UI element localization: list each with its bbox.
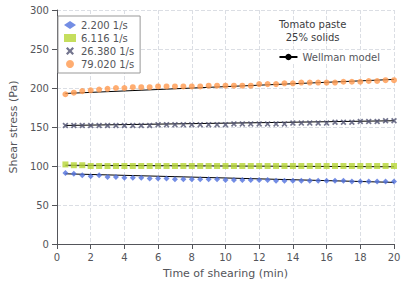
svg-text:10: 10 (219, 252, 232, 263)
svg-text:2: 2 (88, 252, 94, 263)
svg-text:25% solids: 25% solids (286, 32, 340, 43)
svg-text:6: 6 (155, 252, 161, 263)
svg-text:18: 18 (354, 252, 367, 263)
svg-text:20: 20 (388, 252, 401, 263)
svg-text:50: 50 (36, 200, 49, 211)
svg-text:14: 14 (287, 252, 300, 263)
svg-text:100: 100 (30, 161, 49, 172)
svg-text:Wellman model: Wellman model (302, 52, 380, 63)
svg-text:16: 16 (320, 252, 333, 263)
svg-text:79.020 1/s: 79.020 1/s (81, 59, 134, 70)
svg-text:26.380 1/s: 26.380 1/s (81, 46, 134, 57)
svg-text:Tomato paste: Tomato paste (278, 19, 346, 30)
svg-text:Shear stress (Pa): Shear stress (Pa) (7, 81, 20, 174)
svg-text:12: 12 (253, 252, 266, 263)
svg-text:250: 250 (30, 44, 49, 55)
svg-text:150: 150 (30, 122, 49, 133)
svg-text:Time of shearing (min): Time of shearing (min) (162, 267, 288, 280)
svg-text:0: 0 (43, 239, 49, 250)
svg-text:2.200 1/s: 2.200 1/s (81, 20, 128, 31)
svg-text:300: 300 (30, 5, 49, 16)
svg-text:4: 4 (121, 252, 127, 263)
svg-text:200: 200 (30, 83, 49, 94)
svg-text:0: 0 (54, 252, 60, 263)
svg-text:8: 8 (189, 252, 195, 263)
svg-text:6.116 1/s: 6.116 1/s (81, 33, 128, 44)
